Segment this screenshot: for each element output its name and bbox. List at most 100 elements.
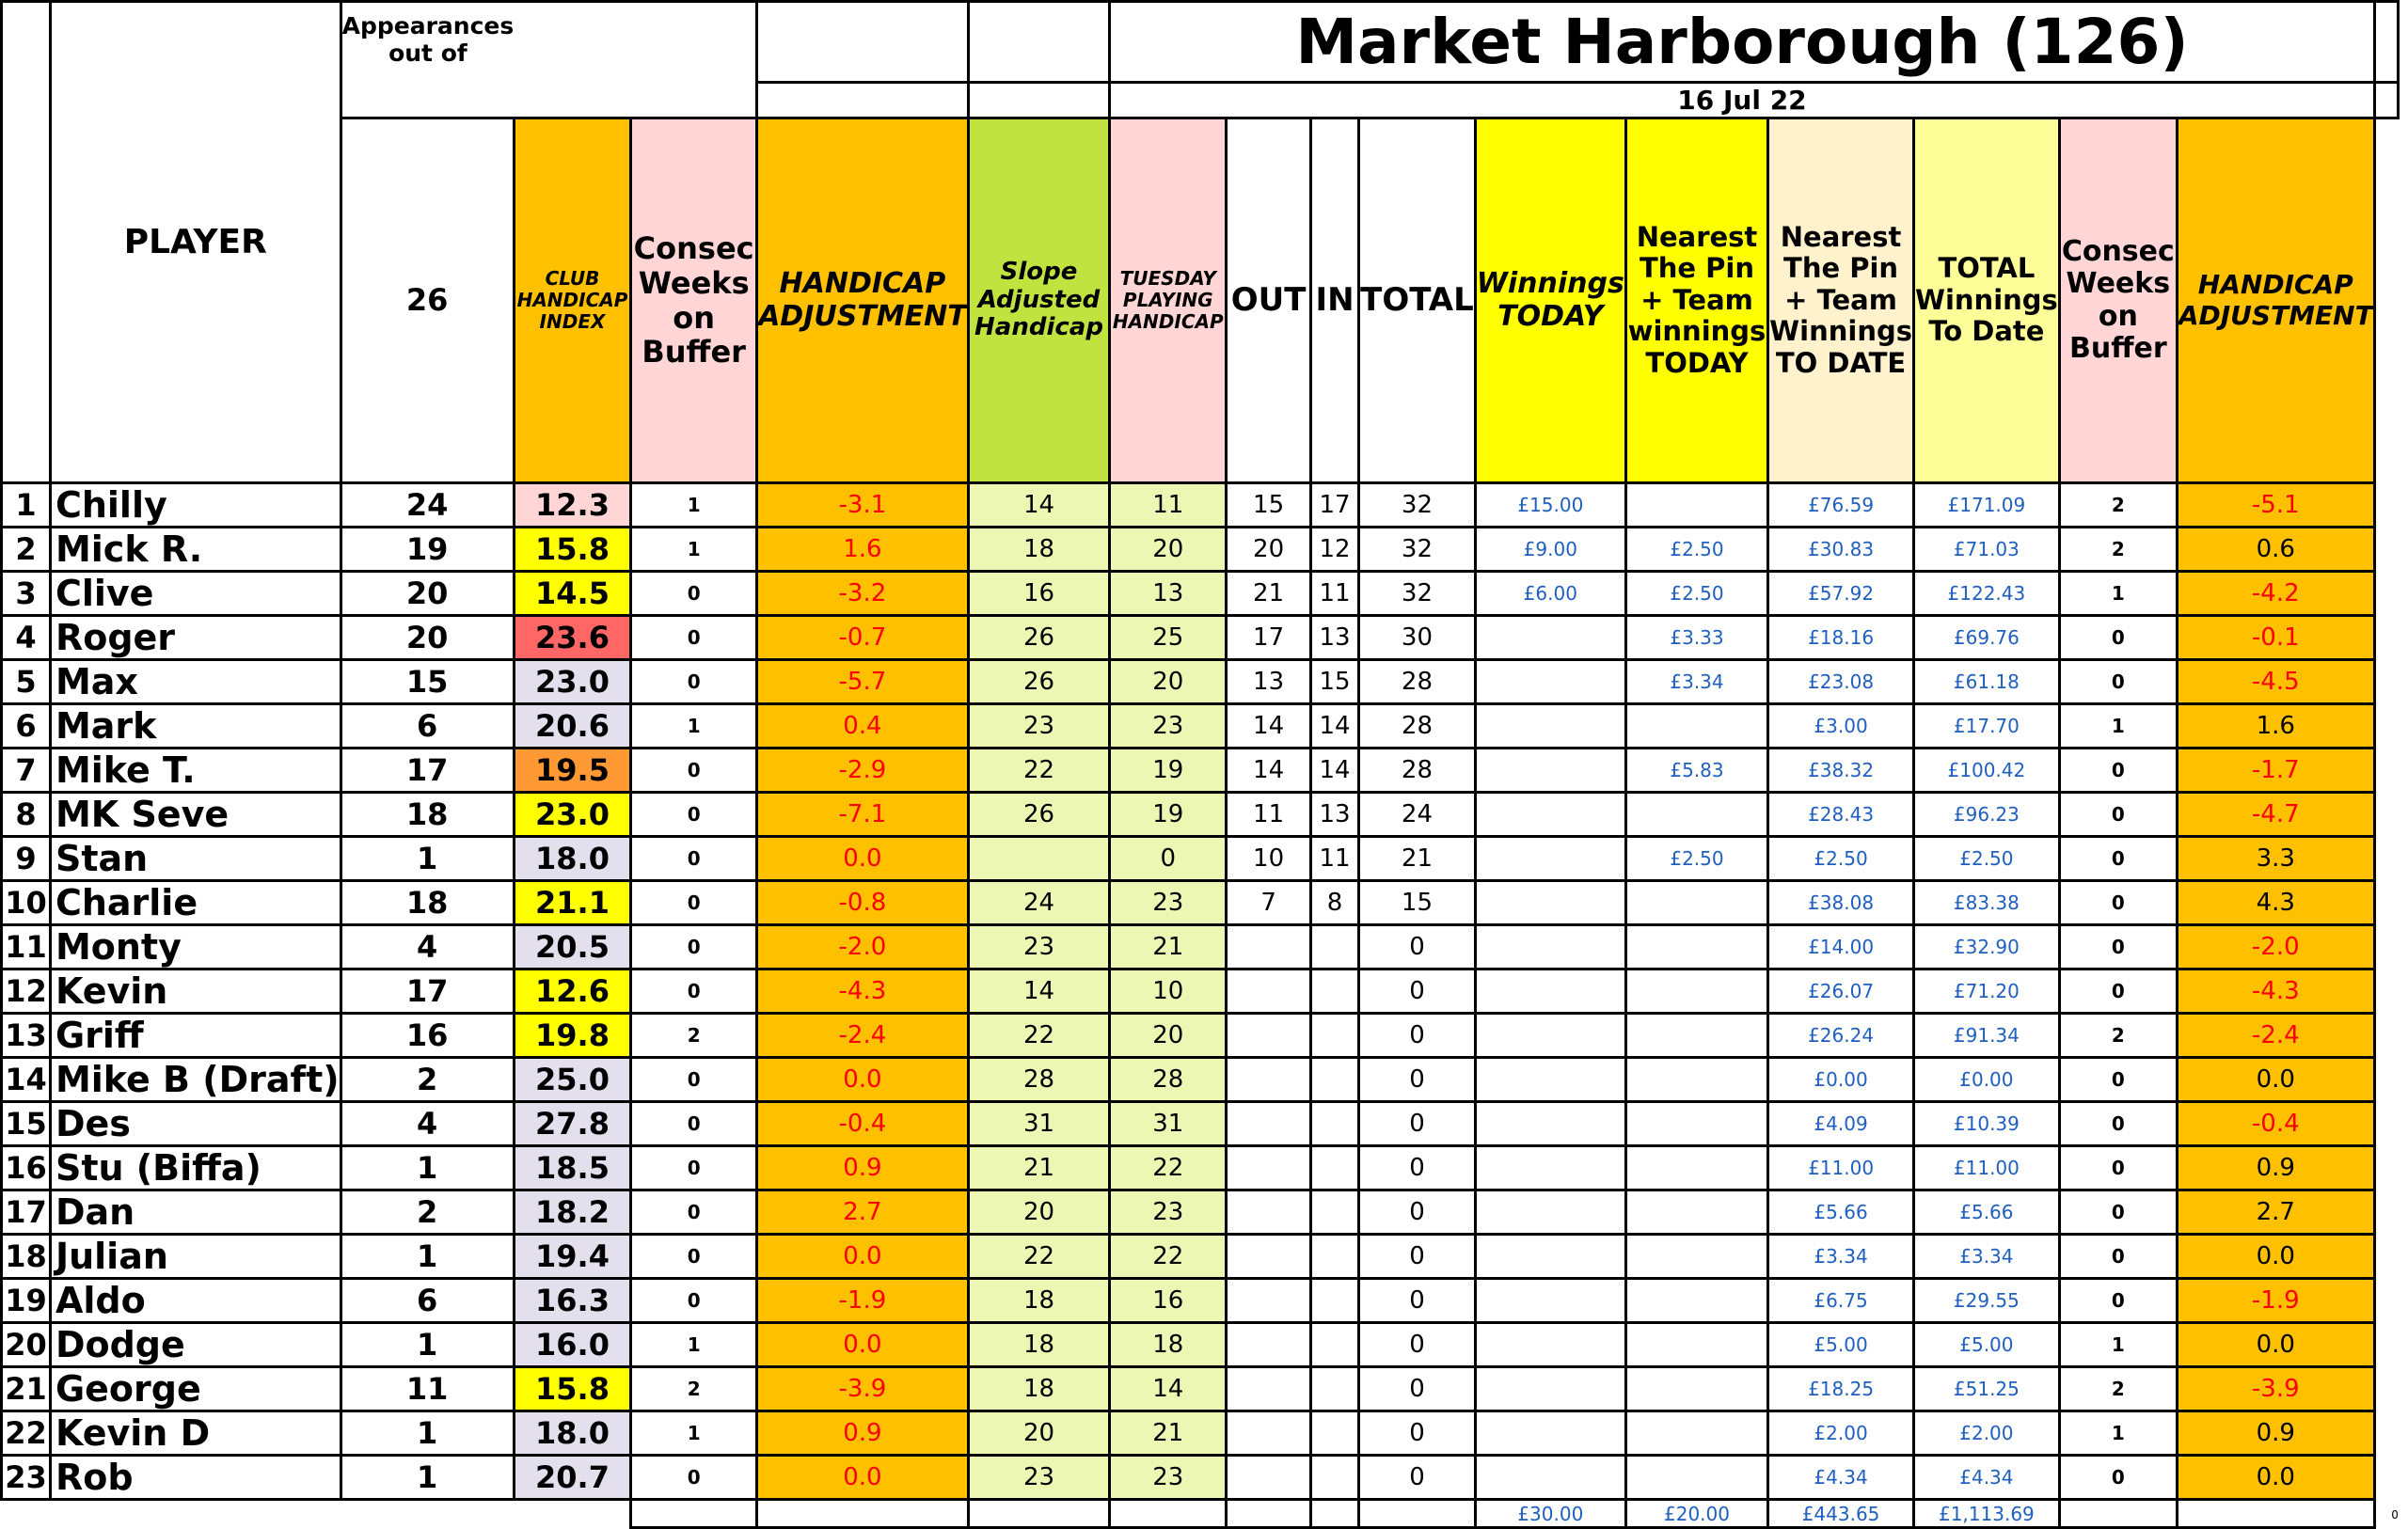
player-name: Kevin D	[55, 1412, 211, 1454]
consec-weeks-2-cell: 2	[2057, 481, 2178, 528]
row-number-cell: 13	[0, 1012, 52, 1059]
appearances-cell: 20	[339, 614, 515, 661]
total-score: 0	[1409, 1463, 1425, 1491]
total-score: 32	[1401, 535, 1433, 563]
total-winnings-cell: £2.50	[1911, 835, 2061, 882]
total-winnings: £5.00	[1959, 1333, 2014, 1356]
player-name: Mike T.	[55, 749, 196, 791]
totals-blank-cell	[1108, 1499, 1228, 1529]
consec-weeks-2: 1	[2111, 1422, 2125, 1444]
consec-weeks: 1	[687, 494, 701, 516]
in-score: 11	[1319, 844, 1351, 873]
winnings-today-cell	[1473, 791, 1627, 838]
handicap-adjustment-2: 3.3	[2256, 844, 2295, 873]
slope-handicap: 21	[1022, 1154, 1055, 1182]
row-number: 18	[5, 1238, 47, 1274]
ntp-to-date-cell: £5.66	[1766, 1189, 1915, 1236]
club-handicap-index-cell: 16.3	[512, 1277, 633, 1324]
appearances: 4	[417, 1106, 438, 1142]
total-score-cell: 28	[1357, 658, 1477, 705]
totals-blank-cell	[50, 1500, 341, 1528]
club-handicap-index: 16.0	[535, 1327, 610, 1363]
consec-weeks-2-cell: 0	[2057, 614, 2178, 661]
ntp-to-date-cell: £5.00	[1766, 1321, 1915, 1368]
handicap-adjustment: -0.7	[838, 623, 887, 652]
total-score-cell: 0	[1357, 1321, 1477, 1368]
row-number-cell: 21	[0, 1365, 52, 1412]
consec-weeks-2: 0	[2111, 1112, 2125, 1135]
handicap-adjustment: -0.4	[838, 1110, 887, 1138]
appearances-cell: 6	[339, 1277, 515, 1324]
title-cell: Market Harborough (126)	[1108, 0, 2376, 84]
handicap-adjustment: 2.7	[843, 1198, 882, 1226]
tuesday-handicap-cell: 10	[1108, 968, 1228, 1015]
total-score: 28	[1401, 712, 1433, 740]
ntp-today: £3.33	[1670, 626, 1724, 649]
consec-weeks: 0	[687, 1112, 701, 1135]
handicap-adjustment-2-cell: -2.0	[2175, 923, 2376, 970]
handicap-adjustment-2-cell: 0.6	[2175, 526, 2376, 573]
total-score-cell: 28	[1357, 747, 1477, 794]
handicap-adjustment: -2.9	[838, 756, 887, 784]
blank-header	[2372, 0, 2400, 84]
trailing-zero-cell: 0	[2374, 1500, 2399, 1528]
player-name-cell: Max	[48, 658, 342, 705]
ntp-today-cell: £3.34	[1624, 658, 1770, 705]
club-handicap-index-cell: 15.8	[512, 526, 633, 573]
ntp-to-date-cell: £38.32	[1766, 747, 1915, 794]
appearances-label: Appearances out of	[341, 12, 515, 67]
tuesday-handicap: 23	[1152, 1198, 1184, 1226]
consec-weeks2-header: Consec Weeks on Buffer	[2061, 234, 2175, 365]
appearances: 1	[417, 1459, 438, 1495]
table-row: 3 Clive 20 14.5 0 -3.2 16 13 21 11 32 £6.00 £2.50 £57…	[0, 570, 2407, 617]
appearances-cell: 2	[339, 1056, 515, 1103]
player-name: Dan	[55, 1191, 135, 1233]
row-number: 6	[15, 708, 37, 744]
tuesday-handicap: 25	[1152, 623, 1184, 652]
handicap-adjustment-2-cell: 4.3	[2175, 879, 2376, 926]
consec-weeks-2: 1	[2111, 715, 2125, 737]
total-score-cell: 0	[1357, 1012, 1477, 1059]
slope-handicap: 14	[1022, 977, 1055, 1005]
handicap-adjustment-2: 0.6	[2256, 535, 2295, 563]
consec-weeks: 0	[687, 670, 701, 693]
slope-handicap-cell: 20	[966, 1410, 1112, 1457]
winnings-today-cell	[1473, 1233, 1627, 1280]
consec-weeks-2-cell: 0	[2057, 1100, 2178, 1147]
total-score-cell: 0	[1357, 1365, 1477, 1412]
tuesday-handicap-cell: 23	[1108, 1454, 1228, 1501]
row-number: 10	[5, 885, 47, 921]
consec-weeks-2: 0	[2111, 759, 2125, 781]
handicap-adjustment-2-cell: 0.9	[2175, 1144, 2376, 1191]
appearances: 4	[417, 929, 438, 965]
row-number: 9	[15, 841, 37, 876]
total-winnings: £11.00	[1953, 1157, 2020, 1179]
total-score: 28	[1401, 668, 1433, 696]
handicap-adjustment-cell: -0.4	[755, 1100, 970, 1147]
player-name-cell: Monty	[48, 923, 342, 970]
player-name: Max	[55, 661, 138, 702]
total-score-cell: 0	[1357, 968, 1477, 1015]
out-score-cell	[1225, 1100, 1312, 1147]
appearances-cell: 6	[339, 702, 515, 749]
ntp-today: £2.50	[1670, 582, 1724, 605]
consec-weeks-2-cell: 0	[2057, 747, 2178, 794]
player-name-cell: Mike B (Draft)	[48, 1056, 342, 1103]
appearances: 1	[417, 841, 438, 876]
consec-weeks-cell: 0	[629, 1056, 759, 1103]
handicap-adjustment-2: 2.7	[2256, 1198, 2295, 1226]
tuesday-handicap: 18	[1152, 1331, 1184, 1359]
handicap-adjustment: 0.0	[843, 1242, 882, 1270]
consec-weeks-2: 0	[2111, 1289, 2125, 1312]
consec-weeks: 1	[687, 715, 701, 737]
ntp-today-cell: £5.83	[1624, 747, 1770, 794]
consec-weeks-cell: 1	[629, 481, 759, 528]
tuesday-handicap-cell: 31	[1108, 1100, 1228, 1147]
total-winnings-header-cell: TOTAL Winnings To Date	[1911, 117, 2061, 484]
table-row: 22 Kevin D 1 18.0 1 0.9 20 21 0 £2.00 £2.00 1 0.9	[0, 1410, 2407, 1457]
player-name-cell: Mark	[48, 702, 342, 749]
total-winnings: £17.70	[1953, 715, 2020, 737]
handicap-adjustment-cell: -7.1	[755, 791, 970, 838]
total-winnings-cell: £71.03	[1911, 526, 2061, 573]
